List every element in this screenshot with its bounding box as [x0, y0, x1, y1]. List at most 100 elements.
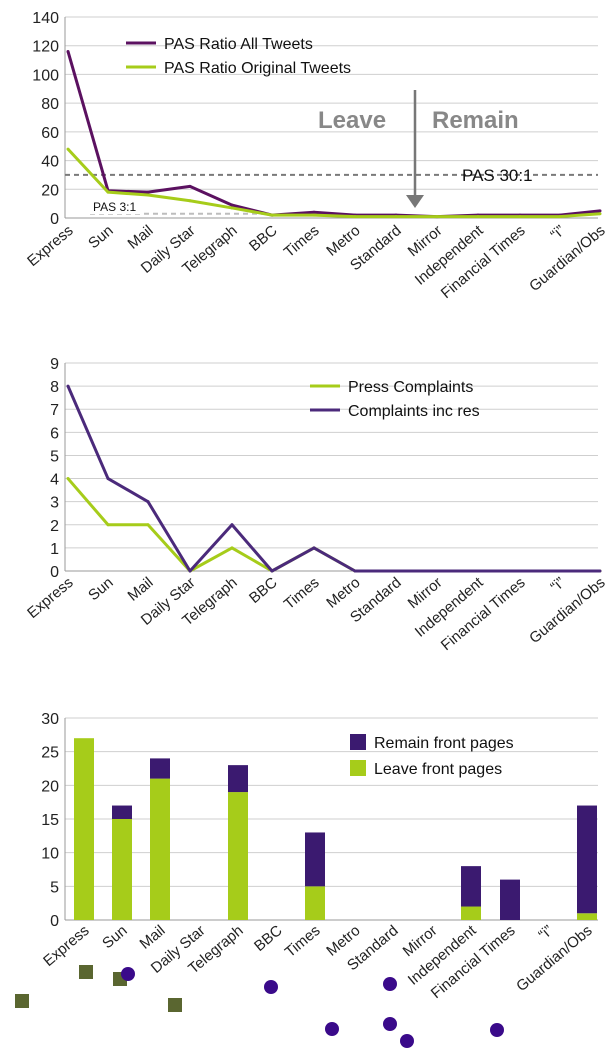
chart1-series-1-point-10 — [476, 215, 480, 219]
chart2-xtick-2: Mail — [125, 574, 157, 605]
chart3-ytick-5: 25 — [41, 745, 59, 762]
chart2-series-0-point-2 — [146, 523, 150, 527]
chart1-legend-label-1: PAS Ratio Original Tweets — [164, 60, 351, 77]
chart2-ytick-9: 9 — [50, 356, 59, 373]
chart3-xtick-2: Mail — [137, 922, 169, 953]
chart3-xtick-12: “i” — [535, 922, 556, 944]
chart1-ytick-4: 80 — [41, 96, 59, 113]
chart3-remain-marker-10 — [490, 1023, 504, 1037]
chart1-ytick-3: 60 — [41, 125, 59, 142]
chart2-series-0-point-1 — [106, 523, 110, 527]
chart3-bar-remain-4 — [228, 765, 248, 793]
chart1-series-1-point-0 — [66, 147, 70, 151]
chart1-leave-label: Leave — [318, 107, 386, 134]
chart1-series-1-point-6 — [312, 213, 316, 217]
chart1-series-1-point-4 — [230, 206, 234, 210]
chart2-ytick-0: 0 — [50, 564, 59, 581]
chart1-series-0-point-4 — [230, 203, 234, 207]
chart3-legend-label-0: Remain front pages — [374, 735, 514, 752]
chart1-series-0-point-2 — [146, 190, 150, 194]
chart2-ytick-6: 6 — [50, 425, 59, 442]
chart2-xtick-0: Express — [24, 574, 76, 622]
chart3-leave-marker-0 — [15, 994, 29, 1008]
chart1-series-1-point-2 — [146, 193, 150, 197]
chart2-series-1-point-9 — [435, 569, 439, 573]
chart2-series-0-point-0 — [66, 477, 70, 481]
chart3-remain-marker-6 — [325, 1022, 339, 1036]
chart1-legend-label-0: PAS Ratio All Tweets — [164, 36, 313, 53]
chart3-bar-leave-0 — [74, 738, 94, 920]
chart1-series-1-point-12 — [558, 215, 562, 219]
chart3-leave-marker-1 — [79, 965, 93, 979]
chart2-ytick-7: 7 — [50, 402, 59, 419]
chart3-legend-swatch-1 — [350, 760, 366, 776]
chart2-series-1-point-13 — [598, 569, 602, 573]
chart3-remain-marker-7 — [383, 977, 397, 991]
chart3-remain-marker-5 — [264, 980, 278, 994]
chart3-legend: Remain front pages Leave front pages — [350, 734, 514, 778]
chart1-series-1-point-11 — [518, 215, 522, 219]
chart1-ytick-6: 120 — [32, 39, 59, 56]
chart3-bar-remain-1 — [112, 805, 132, 819]
chart2-series-1-point-10 — [476, 569, 480, 573]
chart2-ytick-3: 3 — [50, 495, 59, 512]
chart3-bar-leave-6 — [305, 886, 325, 920]
chart3-ytick-3: 15 — [41, 812, 59, 829]
chart3-legend-label-1: Leave front pages — [374, 761, 502, 778]
chart3-bar-leave-13 — [577, 913, 597, 920]
chart1-remain-label: Remain — [432, 107, 519, 134]
chart2-series-1-point-3 — [188, 569, 192, 573]
chart2-legend-label-1: Complaints inc res — [348, 403, 480, 420]
chart1-xtick-0: Express — [24, 222, 76, 270]
chart3-ytick-4: 20 — [41, 778, 59, 795]
chart3-bar-leave-4 — [228, 792, 248, 920]
chart3-bar-remain-11 — [500, 879, 520, 920]
chart2-series-1-line — [66, 385, 600, 573]
chart1-series-1-point-5 — [270, 213, 274, 217]
chart3-remain-marker-8 — [383, 1017, 397, 1031]
chart3-bar-leave-2 — [150, 778, 170, 920]
chart1-ytick-2: 40 — [41, 154, 59, 171]
chart1-xtick-13: Guardian/Obs — [526, 222, 608, 295]
chart3-leave-marker-3 — [168, 998, 182, 1012]
chart1-arrow-head — [406, 195, 424, 208]
chart1-ref-label-3: PAS 3:1 — [93, 200, 136, 214]
chart3-xtick-5: BBC — [251, 922, 286, 955]
chart3-legend-swatch-0 — [350, 734, 366, 750]
chart1-series-0-point-13 — [598, 209, 602, 213]
chart1-ytick-7: 140 — [32, 10, 59, 27]
chart1-series-1-point-1 — [106, 190, 110, 194]
chart2-xtick-1: Sun — [85, 574, 116, 604]
chart1-xtick-1: Sun — [85, 222, 116, 252]
chart3-bar-remain-10 — [461, 866, 481, 907]
chart2-legend: Press Complaints Complaints inc res — [310, 379, 480, 420]
chart3-bar-remain-2 — [150, 758, 170, 779]
chart3-xtick-0: Express — [40, 922, 92, 970]
chart2-series-1-point-1 — [106, 477, 110, 481]
chart1-series-1-line — [66, 148, 601, 219]
chart2-xtick-13: Guardian/Obs — [526, 574, 608, 647]
chart2-series-1-point-11 — [518, 569, 522, 573]
chart1-series-0-point-0 — [66, 49, 70, 53]
chart2-xtick-6: Times — [281, 574, 323, 613]
chart3-bar-leave-10 — [461, 906, 481, 920]
chart2-series-1-point-4 — [230, 523, 234, 527]
chart1-xtick-6: Times — [281, 222, 323, 261]
chart2-series-1-point-8 — [394, 569, 398, 573]
chart1-series-0-point-6 — [312, 210, 316, 214]
chart3-ytick-1: 5 — [50, 879, 59, 896]
chart1-legend: PAS Ratio All Tweets PAS Ratio Original T… — [126, 36, 351, 77]
chart2-legend-label-0: Press Complaints — [348, 379, 473, 396]
chart2-ytick-5: 5 — [50, 448, 59, 465]
chart1-ytick-0: 0 — [50, 211, 59, 228]
chart1-series-1-point-7 — [353, 215, 357, 219]
chart1-series-1-point-3 — [188, 199, 192, 203]
chart1-series-1-point-9 — [435, 215, 439, 219]
chart2-series-1-point-5 — [270, 569, 274, 573]
chart2-series-1-point-0 — [66, 384, 70, 388]
chart1-ref-label-3-bg — [90, 199, 144, 214]
chart3-bar-remain-6 — [305, 832, 325, 887]
